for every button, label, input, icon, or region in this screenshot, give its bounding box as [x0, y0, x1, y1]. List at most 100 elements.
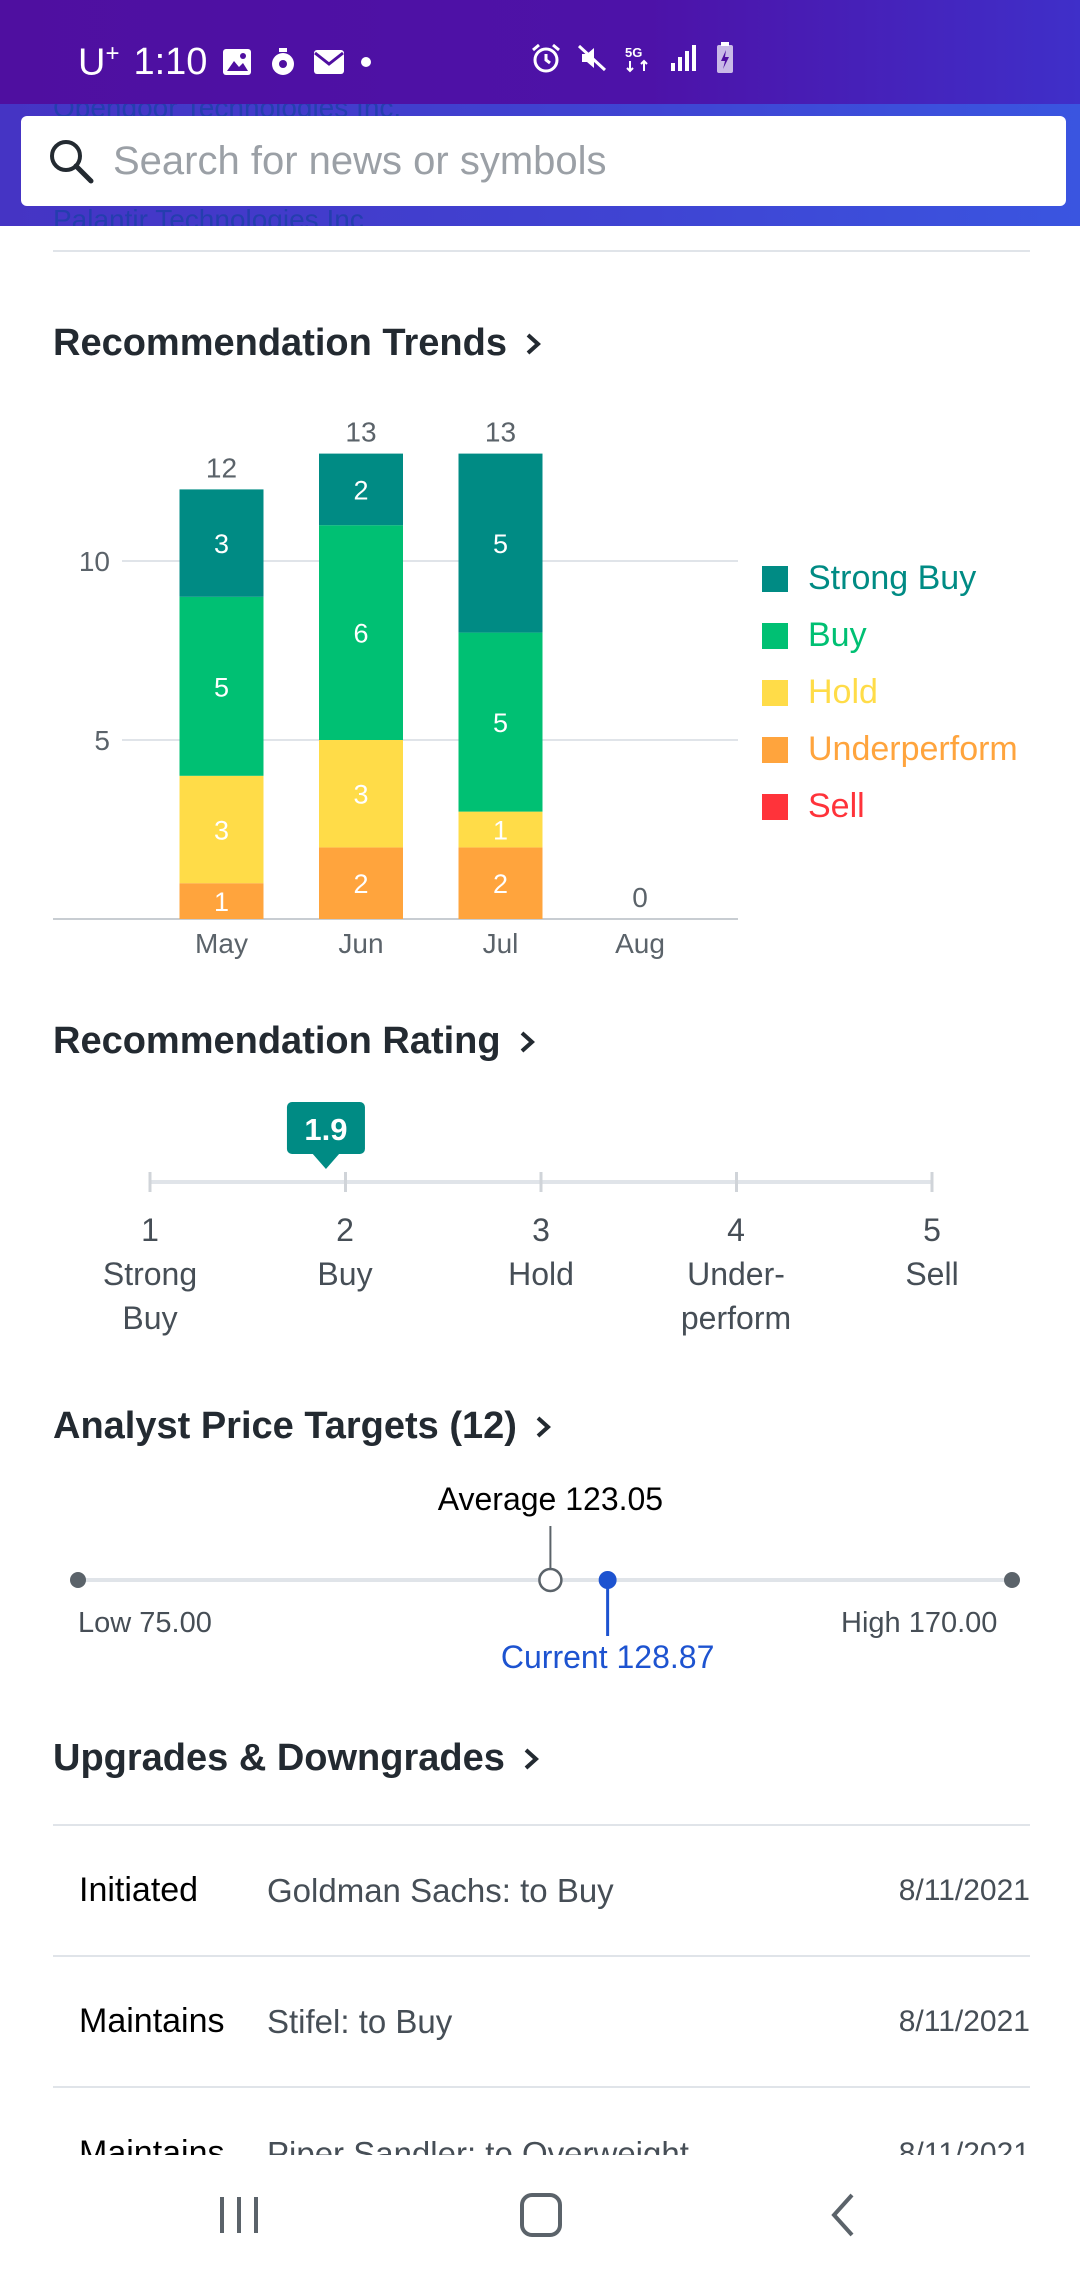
search-input[interactable] [113, 138, 1013, 184]
search-box[interactable] [21, 116, 1066, 206]
legend-label: Sell [808, 787, 865, 825]
rating-scale: 1.9 [148, 1102, 934, 1192]
chevron-right-icon [526, 333, 541, 354]
rating-label-num: 1 [141, 1212, 159, 1248]
recommendation-trends-link[interactable]: Recommendation Trends [53, 322, 545, 365]
average-price-label: Average 123.05 [438, 1481, 663, 1517]
status-left: U+ 1:10 [78, 40, 373, 85]
legend-swatch [762, 679, 788, 706]
bar-segment-hold [179, 775, 264, 884]
rating-label-num: 2 [336, 1212, 354, 1248]
rating-label-num: 3 [532, 1212, 550, 1248]
svg-text:5G: 5G [625, 45, 642, 60]
upgrade-date: 8/11/2021 [898, 2004, 1030, 2038]
home-icon[interactable] [518, 2191, 564, 2239]
rating-label-num: 5 [923, 1212, 941, 1248]
x-category-label: Aug [615, 928, 665, 959]
upgrade-date: 8/11/2021 [898, 1873, 1030, 1907]
legend-label: Underperform [808, 730, 1018, 768]
price-target-range: Average 123.05 Current 128.87 [70, 1481, 1020, 1675]
rating-label-text: Buy [317, 1256, 373, 1292]
bar-segment-value: 2 [493, 869, 508, 899]
carrier-sup: + [105, 40, 120, 67]
alarm-icon [532, 43, 560, 73]
bar-total-label: 12 [206, 452, 237, 483]
recommendation-rating-link[interactable]: Recommendation Rating [53, 1020, 539, 1063]
rating-label-text: Strong [102, 1256, 198, 1292]
rating-label-buy: 2 Buy [265, 1208, 425, 1296]
bar-segment-buy [319, 525, 403, 740]
rating-marker-pointer [311, 1153, 340, 1169]
legend-item-underperform: Underperform [762, 721, 1018, 778]
current-price-label: Current 128.87 [501, 1639, 714, 1675]
upgrade-firm: Goldman Sachs: to Buy [267, 1871, 614, 1909]
recommendation-rating-title: Recommendation Rating [53, 1020, 501, 1062]
rating-label-strong-buy: 1 Strong Buy [70, 1208, 230, 1340]
bar-segment-buy [179, 596, 264, 776]
upgrade-row[interactable]: Maintains Stifel: to Buy 8/11/2021 [53, 1957, 1030, 2088]
high-price-dot [1004, 1572, 1020, 1588]
chevron-right-icon [524, 1748, 539, 1769]
clock: 1:10 [133, 40, 208, 83]
bar-segment-underperform [458, 847, 543, 919]
bar-segment-hold [458, 811, 543, 848]
rating-label-text: Under- [687, 1256, 785, 1292]
rating-value: 1.9 [304, 1112, 347, 1147]
bar-segment-strong-buy [179, 489, 264, 597]
rating-marker: 1.9 [286, 1102, 365, 1169]
recent-apps-icon[interactable] [216, 2193, 262, 2237]
upgrade-row[interactable]: Initiated Goldman Sachs: to Buy 8/11/202… [53, 1826, 1030, 1957]
bar-segment-underperform [319, 847, 403, 919]
status-right: 5G [530, 42, 736, 74]
bar-segment-value: 2 [353, 475, 368, 505]
legend-swatch [762, 793, 788, 820]
bar-total-label: 13 [485, 417, 516, 448]
search-icon [50, 140, 94, 184]
back-icon[interactable] [826, 2191, 862, 2239]
peek-company-below[interactable]: Palantir Technologies Inc. [53, 204, 372, 226]
legend-item-sell: Sell [762, 778, 1018, 835]
bar-segment-value: 3 [214, 529, 229, 559]
x-category-label: Jun [338, 928, 383, 959]
rating-label-text: Buy [122, 1300, 178, 1336]
rating-label-text: Sell [905, 1256, 959, 1292]
bar-segment-value: 2 [353, 869, 368, 899]
system-nav-bar [0, 2155, 1080, 2280]
carrier-label: U+ [78, 40, 119, 85]
bar-segment-underperform [179, 883, 264, 919]
legend-swatch [762, 736, 788, 763]
upgrade-action: Initiated [79, 1871, 199, 1909]
signal-icon [671, 45, 696, 71]
low-price-dot [70, 1572, 86, 1588]
average-price-marker [538, 1567, 563, 1593]
divider [53, 250, 1030, 252]
upgrades-downgrades-link[interactable]: Upgrades & Downgrades [53, 1737, 543, 1780]
chart-legend: Strong Buy Buy Hold Underperform Sell [762, 550, 1018, 835]
divider [53, 1824, 1030, 1826]
bar-segment-strong-buy [458, 453, 543, 633]
y-tick-label: 10 [79, 546, 110, 577]
bar-segment-value: 3 [353, 780, 368, 810]
bar-segment-value: 5 [493, 529, 508, 559]
analyst-price-targets-title: Analyst Price Targets (12) [53, 1405, 517, 1447]
legend-swatch [762, 622, 788, 649]
rating-label-sell: 5 Sell [852, 1208, 1012, 1296]
upgrades-downgrades-title: Upgrades & Downgrades [53, 1737, 505, 1779]
recommendation-trends-title: Recommendation Trends [53, 322, 507, 364]
upgrade-action: Maintains [79, 2002, 225, 2040]
mute-icon [577, 44, 607, 72]
rating-label-num: 4 [727, 1212, 745, 1248]
bar-segment-buy [458, 632, 543, 812]
battery-icon [717, 42, 733, 73]
chevron-right-icon [520, 1031, 535, 1052]
bar-segment-value: 1 [214, 887, 229, 917]
high-price-label: High 170.00 [841, 1607, 998, 1639]
legend-swatch [762, 565, 788, 592]
legend-item-buy: Buy [762, 607, 1018, 664]
x-category-label: Jul [483, 928, 519, 959]
status-bar: U+ 1:10 5G [0, 0, 1080, 104]
legend-label: Buy [808, 616, 867, 654]
analyst-price-targets-link[interactable]: Analyst Price Targets (12) [53, 1405, 555, 1448]
bar-segment-hold [319, 740, 403, 848]
x-category-label: May [195, 928, 248, 959]
